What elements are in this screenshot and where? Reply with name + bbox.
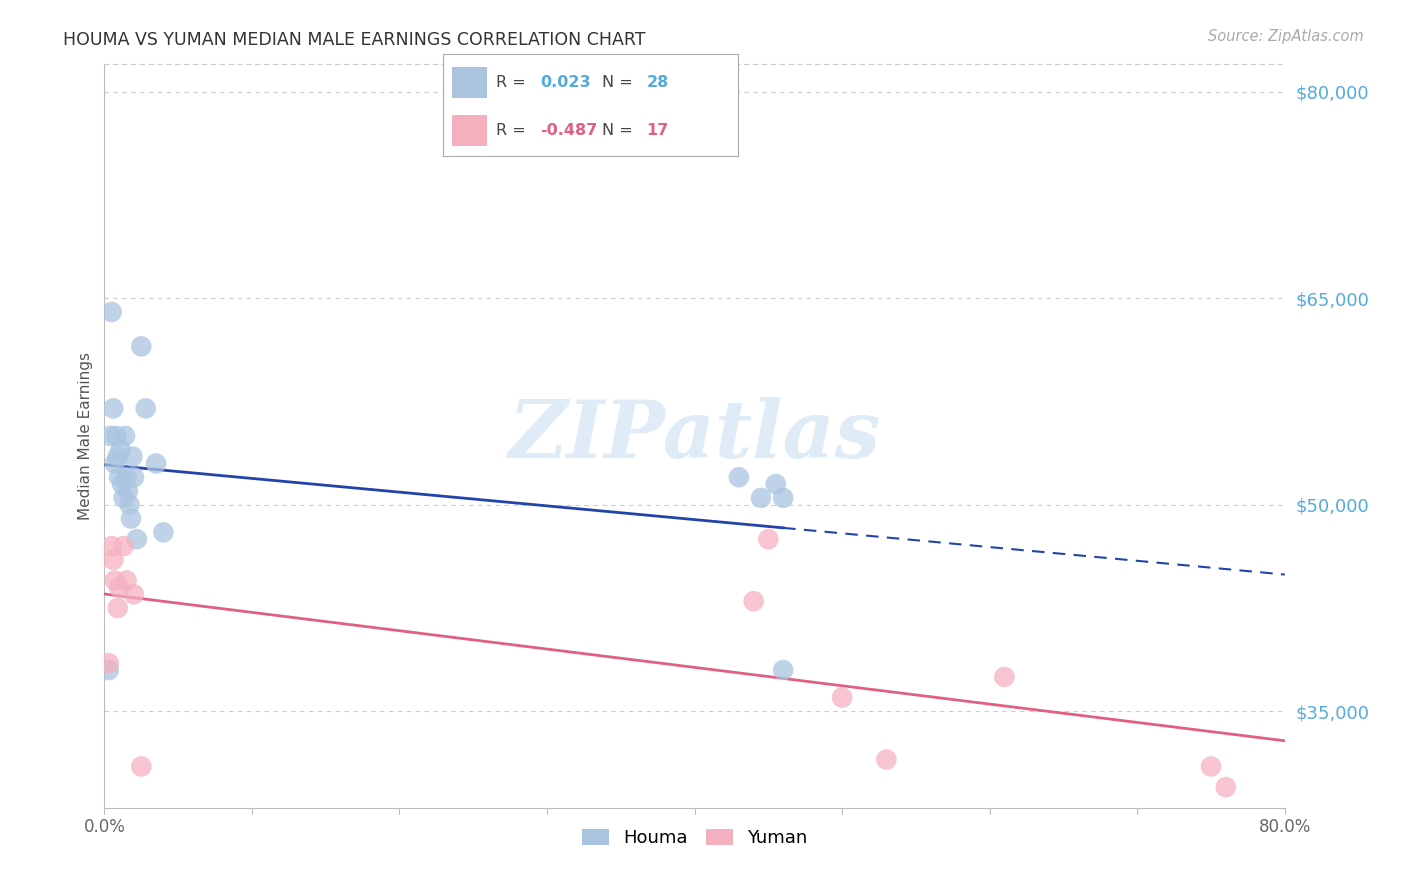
Point xyxy=(98,429,121,443)
Point xyxy=(152,525,174,540)
Text: ZIPatlas: ZIPatlas xyxy=(509,397,880,475)
Point xyxy=(100,539,122,553)
Point xyxy=(756,532,779,546)
Point xyxy=(765,477,787,491)
Point xyxy=(118,498,141,512)
Point xyxy=(1215,780,1237,794)
Point xyxy=(104,574,127,588)
Text: 17: 17 xyxy=(647,123,669,138)
Point xyxy=(772,663,794,677)
Text: R =: R = xyxy=(496,123,531,138)
Point xyxy=(121,450,143,464)
Point xyxy=(135,401,157,416)
Point xyxy=(117,483,139,498)
Point xyxy=(875,753,897,767)
Legend: Houma, Yuman: Houma, Yuman xyxy=(575,822,814,855)
Point xyxy=(115,574,138,588)
Point xyxy=(145,457,167,471)
Text: R =: R = xyxy=(496,75,531,90)
Point xyxy=(772,491,794,505)
Point xyxy=(105,429,128,443)
Point xyxy=(114,429,136,443)
Point xyxy=(125,532,148,546)
Text: N =: N = xyxy=(602,123,638,138)
Bar xyxy=(451,67,486,97)
Point xyxy=(104,457,127,471)
Point xyxy=(1199,759,1222,773)
Point xyxy=(110,442,132,457)
Point xyxy=(107,450,129,464)
Point xyxy=(112,491,135,505)
Point xyxy=(993,670,1015,684)
Point xyxy=(742,594,765,608)
Point xyxy=(97,663,120,677)
Text: 0.023: 0.023 xyxy=(540,75,591,90)
Bar xyxy=(451,115,486,145)
Point xyxy=(122,587,145,601)
Y-axis label: Median Male Earnings: Median Male Earnings xyxy=(79,352,93,520)
Point xyxy=(129,339,152,353)
Text: Source: ZipAtlas.com: Source: ZipAtlas.com xyxy=(1208,29,1364,44)
Point xyxy=(103,401,125,416)
Text: -0.487: -0.487 xyxy=(540,123,598,138)
Point xyxy=(103,553,125,567)
Text: N =: N = xyxy=(602,75,638,90)
Point xyxy=(122,470,145,484)
Point xyxy=(97,656,120,670)
Point xyxy=(115,470,138,484)
Point xyxy=(112,539,135,553)
Point xyxy=(728,470,751,484)
Point xyxy=(100,305,122,319)
Point xyxy=(129,759,152,773)
Point xyxy=(831,690,853,705)
Point xyxy=(120,511,142,525)
Point xyxy=(111,477,134,491)
Point xyxy=(108,581,131,595)
Point xyxy=(107,601,129,615)
Point xyxy=(749,491,772,505)
Point xyxy=(108,470,131,484)
Text: HOUMA VS YUMAN MEDIAN MALE EARNINGS CORRELATION CHART: HOUMA VS YUMAN MEDIAN MALE EARNINGS CORR… xyxy=(63,31,645,49)
Text: 28: 28 xyxy=(647,75,669,90)
